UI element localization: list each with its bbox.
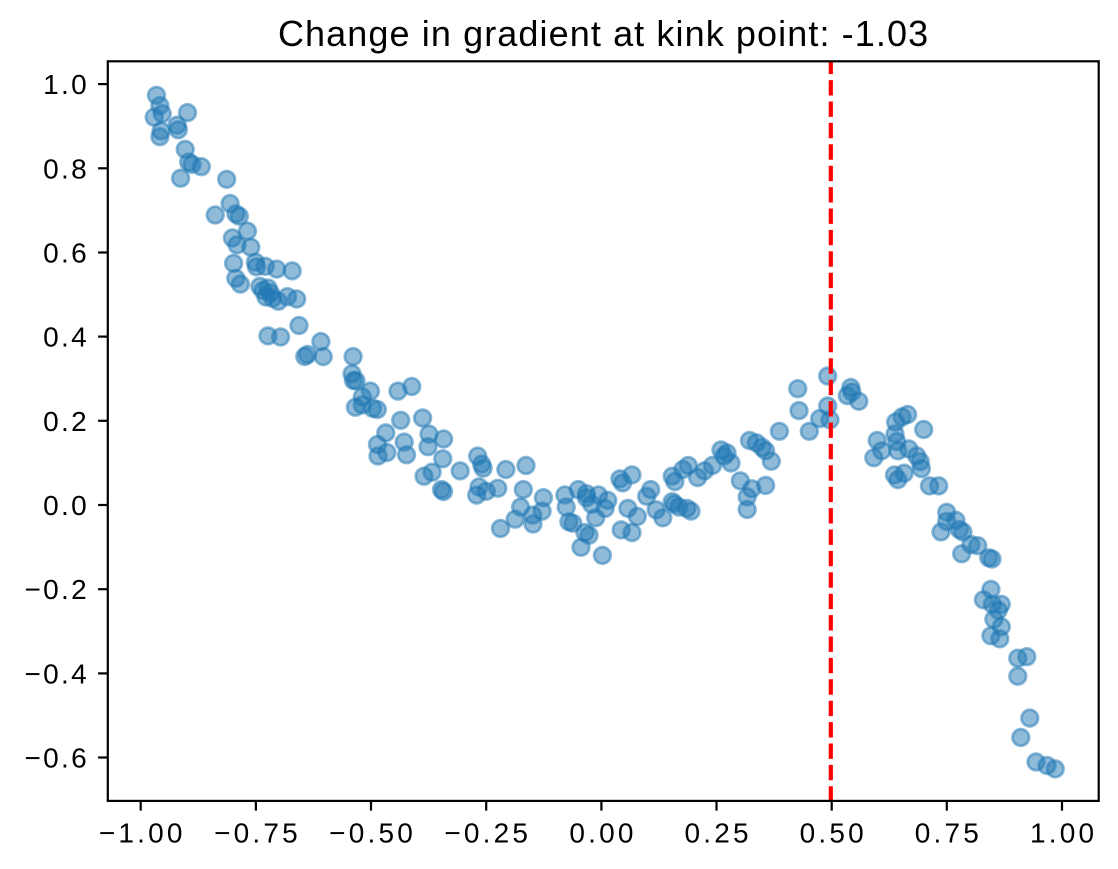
svg-text:−1.00: −1.00 xyxy=(99,818,186,849)
svg-text:−0.25: −0.25 xyxy=(444,818,531,849)
svg-text:0.8: 0.8 xyxy=(43,153,89,184)
svg-text:0.75: 0.75 xyxy=(915,818,982,849)
svg-text:0.25: 0.25 xyxy=(684,818,751,849)
svg-text:0.4: 0.4 xyxy=(43,322,89,353)
svg-text:0.50: 0.50 xyxy=(800,818,867,849)
svg-text:0.00: 0.00 xyxy=(569,818,636,849)
svg-text:Change in gradient at kink poi: Change in gradient at kink point: -1.03 xyxy=(278,13,929,54)
svg-text:0.2: 0.2 xyxy=(43,406,89,437)
svg-text:−0.6: −0.6 xyxy=(25,743,89,774)
svg-text:0.0: 0.0 xyxy=(43,490,89,521)
svg-text:1.0: 1.0 xyxy=(43,69,89,100)
svg-text:−0.2: −0.2 xyxy=(25,574,89,605)
svg-text:−0.50: −0.50 xyxy=(329,818,416,849)
svg-text:−0.4: −0.4 xyxy=(25,658,89,689)
svg-text:0.6: 0.6 xyxy=(43,238,89,269)
svg-text:−0.75: −0.75 xyxy=(214,818,301,849)
svg-text:1.00: 1.00 xyxy=(1030,818,1097,849)
